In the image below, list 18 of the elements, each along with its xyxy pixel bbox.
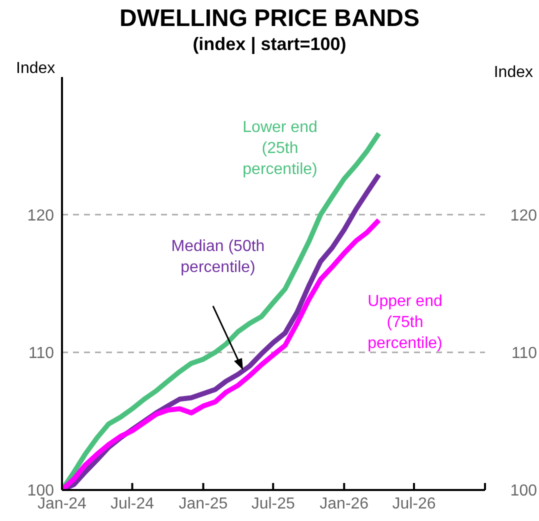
x-tick-label: Jul-24 xyxy=(110,495,154,512)
series-label: Lower end (25th percentile) xyxy=(242,118,318,180)
y2-tick-label: 110 xyxy=(511,345,538,362)
x-tick-label: Jul-26 xyxy=(392,495,436,512)
x-tick-label: Jan-26 xyxy=(320,495,369,512)
y-axis-title: Index xyxy=(16,60,56,78)
y2-tick-label: 100 xyxy=(510,482,538,500)
y-tick-label: 120 xyxy=(27,207,54,224)
text: Median (50th percentile) xyxy=(170,237,266,278)
chart-title: DWELLING PRICE BANDS xyxy=(118,5,420,32)
x-tick-label: Jan-24 xyxy=(38,495,87,512)
y-tick-label: 110 xyxy=(28,345,54,362)
x-tick-label: Jan-25 xyxy=(178,495,228,512)
x-tick-label: Jul-25 xyxy=(251,495,296,512)
chart-subtitle: (index | start=100) xyxy=(192,33,348,55)
y2-axis-title: Index xyxy=(494,64,533,82)
y2-tick-label: 120 xyxy=(510,207,538,224)
text: Upper end (75th percentile) xyxy=(366,292,444,354)
